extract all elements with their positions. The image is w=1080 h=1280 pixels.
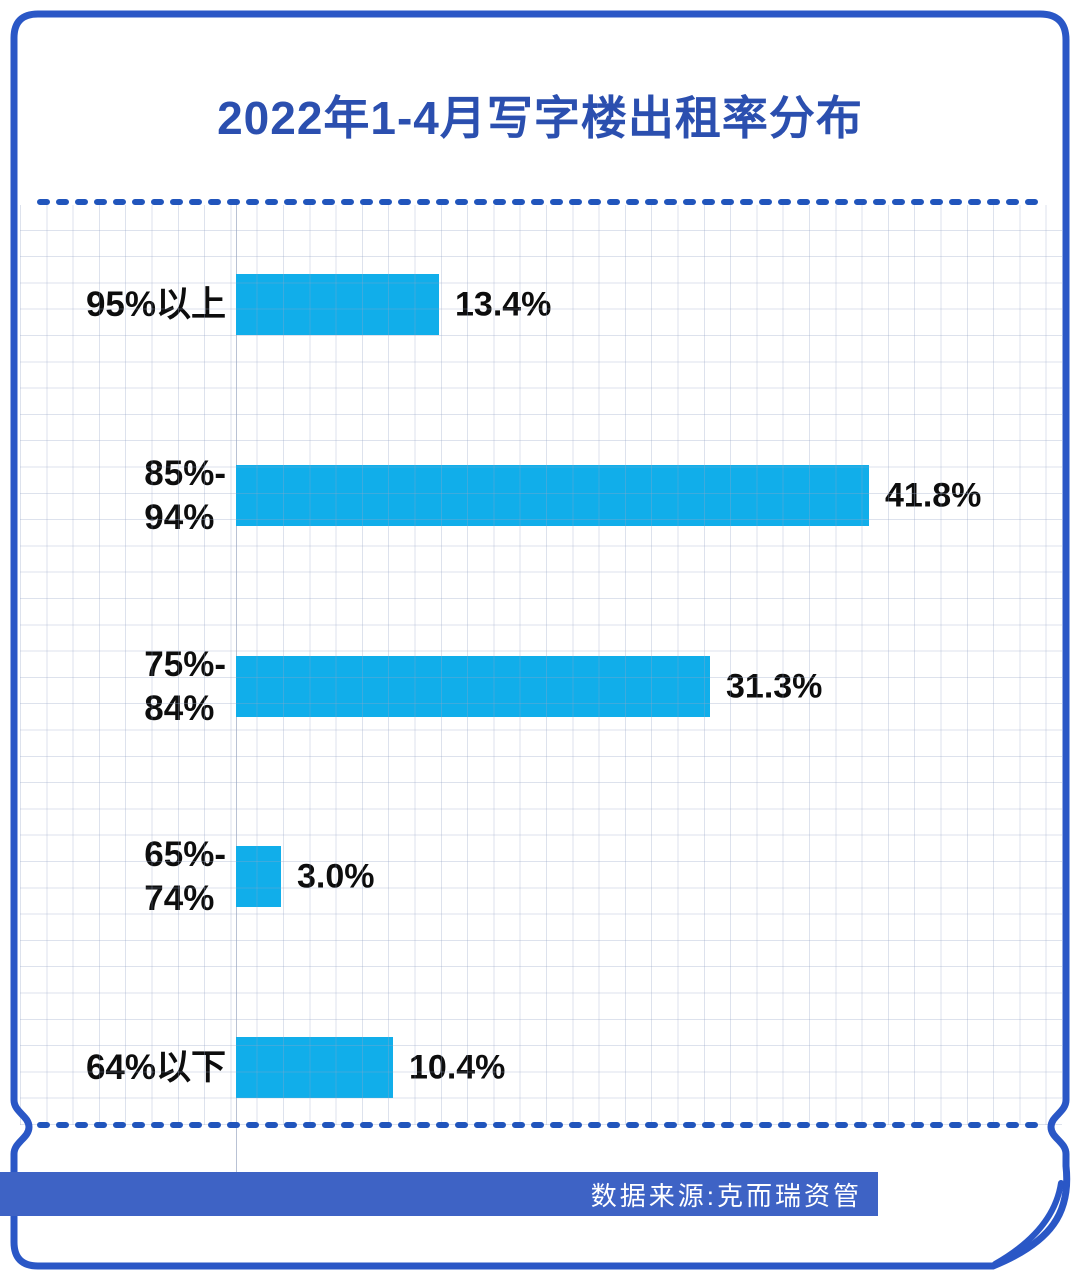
bar [236, 846, 281, 907]
divider-dashed-bottom [37, 1122, 1043, 1128]
bar-chart: 95%以上 13.4% 85%- 94% 41.8% 75%- 84% 31.3% 65%- 74… [20, 205, 1062, 1125]
bar [236, 1037, 393, 1098]
value-label: 10.4% [409, 1048, 506, 1086]
chart-row: 85%- 94% 41.8% [20, 453, 1062, 536]
source-text: 数据来源:克而瑞资管 [590, 1180, 862, 1211]
category-label: 65%- 74% [144, 834, 226, 918]
chart-row: 65%- 74% 3.0% [20, 834, 1062, 917]
chart-row: 95%以上 13.4% [20, 274, 1062, 335]
chart-row: 75%- 84% 31.3% [20, 644, 1062, 727]
category-label: 85%- 94% [144, 453, 226, 537]
value-label: 13.4% [455, 285, 552, 323]
bar [236, 656, 710, 717]
source-bar: 数据来源:克而瑞资管 [0, 1172, 878, 1216]
page-curl-crease [992, 1180, 1064, 1267]
chart-row: 64%以下 10.4% [20, 1037, 1062, 1098]
y-axis-tail [236, 1125, 237, 1172]
bar [236, 274, 439, 335]
category-label: 95%以上 [85, 284, 226, 324]
value-label: 31.3% [726, 667, 823, 705]
value-label: 3.0% [297, 857, 375, 895]
category-label: 75%- 84% [144, 644, 226, 728]
bar [236, 465, 869, 526]
category-label: 64%以下 [85, 1047, 226, 1087]
chart-title: 2022年1-4月写字楼出租率分布 [217, 92, 863, 144]
divider-dashed-top [37, 199, 1043, 205]
value-label: 41.8% [885, 476, 982, 514]
